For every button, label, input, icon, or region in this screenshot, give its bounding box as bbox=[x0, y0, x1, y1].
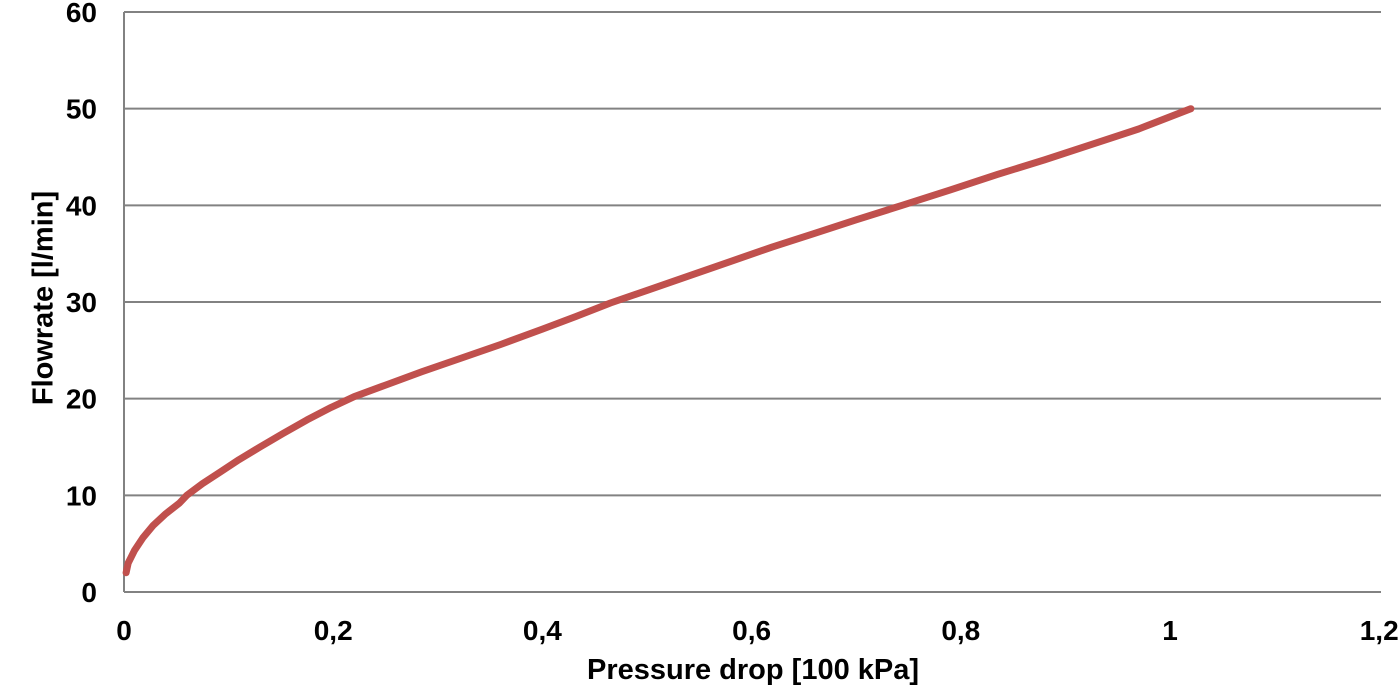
y-tick-label: 0 bbox=[81, 577, 97, 608]
x-tick-label: 0,8 bbox=[941, 615, 980, 646]
x-tick-label: 0,6 bbox=[732, 615, 771, 646]
x-tick-label: 0,2 bbox=[314, 615, 353, 646]
series-line-flowrate-vs-pressure-drop bbox=[122, 105, 1195, 577]
y-tick-label: 10 bbox=[66, 480, 97, 511]
x-tick-label: 1,2 bbox=[1360, 615, 1399, 646]
y-tick-label: 20 bbox=[66, 384, 97, 415]
y-tick-label: 30 bbox=[66, 287, 97, 318]
y-tick-label: 40 bbox=[66, 190, 97, 221]
x-tick-label: 0,4 bbox=[523, 615, 562, 646]
x-tick-label: 0 bbox=[116, 615, 132, 646]
x-axis-title: Pressure drop [100 kPa] bbox=[586, 654, 920, 686]
y-tick-label: 50 bbox=[66, 94, 97, 125]
y-axis-title: Flowrate [l/min] bbox=[27, 190, 60, 406]
y-tick-label: 60 bbox=[66, 0, 97, 28]
x-tick-label: 1 bbox=[1162, 615, 1178, 646]
